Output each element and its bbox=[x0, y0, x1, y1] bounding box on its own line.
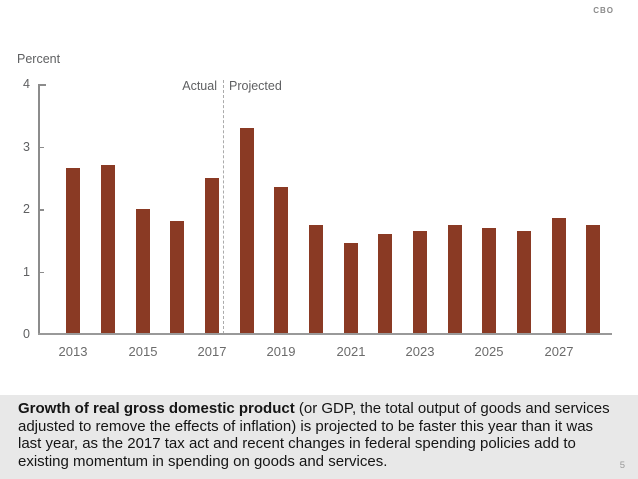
bar-2026 bbox=[517, 231, 531, 334]
bar-2019 bbox=[274, 187, 288, 334]
x-tick-label-2019: 2019 bbox=[266, 344, 296, 359]
bar-2015 bbox=[136, 209, 150, 334]
y-tick-label-2: 2 bbox=[23, 202, 30, 216]
caption-body: (or GDP, the total output of goods and s… bbox=[18, 400, 610, 470]
x-tick-label-2027: 2027 bbox=[544, 344, 574, 359]
y-axis-title: Percent bbox=[17, 52, 61, 66]
gdp-growth-bar-chart: 0 1 2 3 4 Actual Projected 2013 2015 2017 2019 2… bbox=[23, 77, 612, 359]
y-tick-label-4: 4 bbox=[23, 77, 30, 91]
page-number: 5 bbox=[619, 460, 625, 471]
actual-label: Actual bbox=[182, 79, 217, 93]
bar-2025 bbox=[482, 228, 496, 334]
y-axis-top-cap bbox=[38, 84, 46, 86]
bar-2028 bbox=[586, 225, 600, 334]
x-tick-label-2017: 2017 bbox=[197, 344, 227, 359]
caption-band: Growth of real gross domestic product (o… bbox=[0, 395, 638, 479]
x-tick-label-2015: 2015 bbox=[128, 344, 158, 359]
y-tick-mark-2 bbox=[39, 209, 44, 211]
bar-2023 bbox=[413, 231, 427, 334]
x-tick-label-2023: 2023 bbox=[405, 344, 435, 359]
bar-2020 bbox=[309, 225, 323, 334]
bar-2013 bbox=[66, 168, 80, 334]
bar-2021 bbox=[344, 243, 358, 334]
y-axis-line bbox=[38, 84, 40, 334]
bar-2014 bbox=[101, 165, 115, 334]
actual-projected-divider bbox=[223, 80, 224, 334]
figure-caption: Growth of real gross domestic product (o… bbox=[18, 400, 620, 470]
y-tick-label-0: 0 bbox=[23, 327, 30, 341]
bar-2022 bbox=[378, 234, 392, 334]
x-axis-baseline bbox=[38, 333, 612, 335]
y-tick-label-3: 3 bbox=[23, 139, 30, 154]
projected-label: Projected bbox=[229, 79, 282, 93]
caption-bold-lead: Growth of real gross domestic product bbox=[18, 400, 295, 417]
y-tick-label-1: 1 bbox=[23, 264, 30, 279]
y-tick-mark-1 bbox=[39, 271, 44, 273]
x-tick-label-2021: 2021 bbox=[336, 344, 366, 359]
y-tick-mark-3 bbox=[39, 146, 44, 148]
bar-2018 bbox=[240, 128, 254, 334]
bar-2017 bbox=[205, 178, 219, 334]
cbo-logo: CBO bbox=[593, 6, 614, 15]
x-tick-label-2013: 2013 bbox=[58, 344, 88, 359]
x-tick-label-2025: 2025 bbox=[474, 344, 504, 359]
bar-2016 bbox=[170, 221, 184, 334]
bar-2027 bbox=[552, 218, 566, 334]
bar-2024 bbox=[448, 225, 462, 334]
